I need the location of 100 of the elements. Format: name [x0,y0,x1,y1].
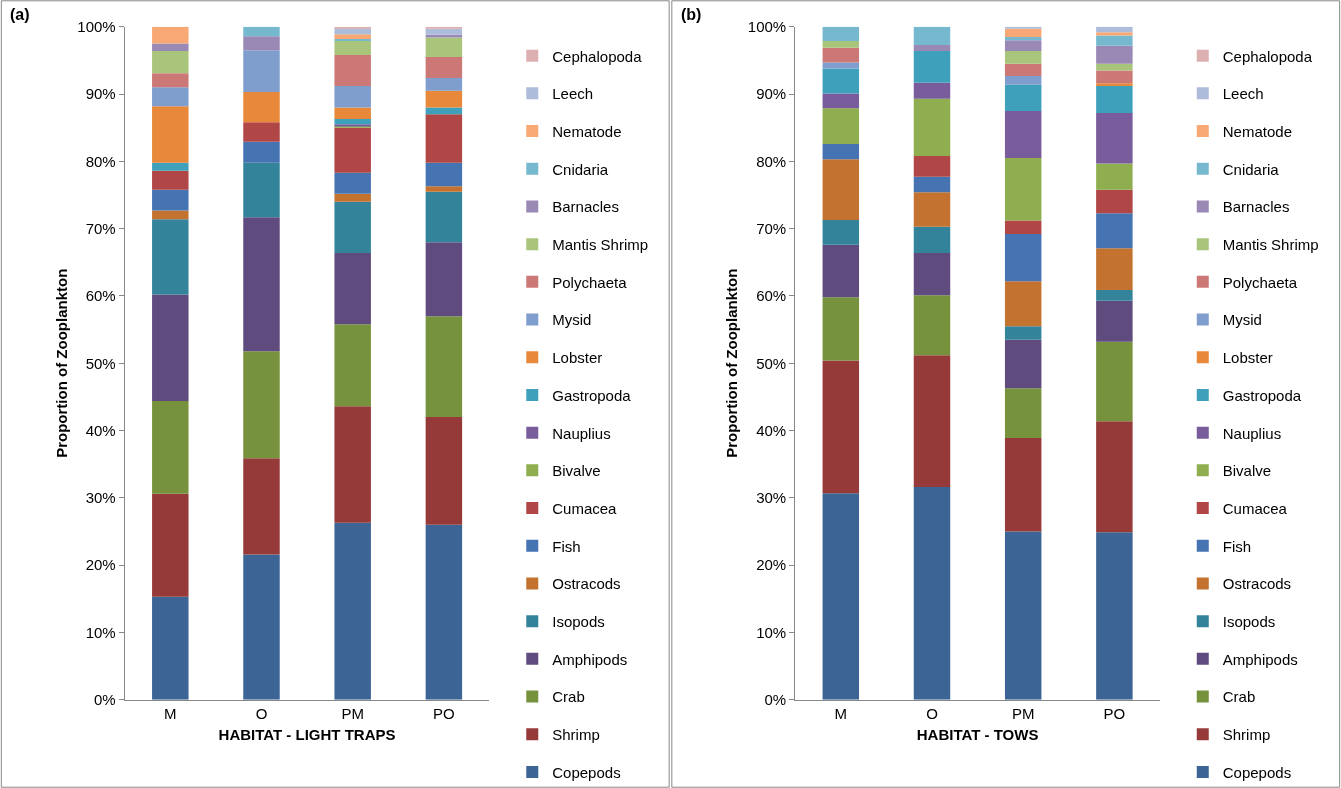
bar [1096,35,1133,46]
bar [1096,86,1133,113]
legend-label: Cnidaria [552,160,609,178]
x-tick-label: PM [1011,704,1035,722]
bar [334,201,371,253]
chart-title: (a) [10,6,30,23]
bar [1096,32,1133,36]
legend-label: Cumacea [1222,499,1288,517]
bar [425,77,463,91]
bar [243,351,280,459]
bar [425,34,463,38]
bar [913,295,951,356]
bar [243,36,280,51]
y-tick-label: 30% [85,489,116,507]
bar [822,244,860,298]
bar [913,252,951,296]
bar [334,172,371,194]
bar [425,191,463,243]
legend-label: Copepods [1222,763,1292,781]
bar [152,596,189,700]
legend-label: Nematode [552,122,622,140]
bar [822,159,860,220]
bar [913,26,951,45]
bar [243,50,280,93]
bar [1004,75,1042,85]
y-tick-label: 30% [756,489,787,507]
y-tick-label: 80% [756,152,787,170]
legend-label: Cephalopoda [552,47,643,65]
bar [152,294,189,401]
bar [425,242,463,317]
y-tick-label: 100% [77,18,116,36]
y-tick-label: 0% [764,690,787,708]
bar [425,37,463,58]
y-tick-label: 10% [85,623,116,641]
bar [1004,26,1042,29]
bar [1096,163,1133,190]
bar [334,107,371,119]
legend-label: Mantis Shrimp [552,236,649,253]
legend-label: Amphipods [1222,650,1298,668]
legend-label: Shrimp [552,726,600,744]
bar [822,143,860,160]
bar [822,40,860,48]
bar [152,400,189,494]
bar [425,57,463,78]
bar [1004,281,1042,327]
bar [152,43,189,52]
bar [334,86,371,108]
bar [425,162,463,187]
bar [1004,531,1042,700]
bar [1004,40,1042,52]
bar [243,92,280,123]
bar [822,47,860,63]
y-tick-label: 100% [747,18,787,36]
legend-label: Ostracods [1222,575,1292,593]
bar [1004,110,1042,159]
legend-label: Leech [1222,85,1264,103]
bar [822,62,860,69]
y-tick-label: 80% [85,152,116,170]
x-axis-title: HABITAT - TOWS [916,725,1039,743]
y-tick-label: 60% [756,287,787,305]
bar [425,26,463,29]
y-tick-label: 40% [756,421,787,439]
bar [1096,189,1133,214]
legend-label: Nauplius [552,424,611,442]
bar [913,176,951,193]
bar [1004,339,1042,389]
legend-label: Bivalve [1222,462,1272,480]
bar [152,73,189,88]
bar [1096,112,1133,164]
bar [1004,388,1042,438]
legend-label: Isopods [552,613,605,630]
y-tick-label: 50% [756,354,787,372]
bar [1096,289,1133,301]
bar [334,38,371,41]
y-tick-label: 0% [94,690,116,708]
legend-label: Barnacles [1222,198,1290,216]
legend-label: Copepods [552,763,621,781]
bar [152,219,189,295]
y-tick-label: 60% [85,287,116,305]
bar [822,493,860,700]
bar [152,106,189,163]
x-tick-label: M [834,704,848,722]
bar [425,28,463,35]
bar [1004,84,1042,111]
legend-label: Nematode [1222,122,1292,140]
bar [1004,51,1042,64]
legend-label: Fish [1222,537,1252,555]
bar [152,493,189,597]
bar [913,98,951,156]
bar [822,68,860,94]
bar [913,226,951,253]
bar [243,217,280,352]
legend-label: Barnacles [552,198,619,216]
bar [1096,341,1133,422]
bar [1004,28,1042,37]
legend-label: Shrimp [1222,726,1271,744]
x-tick-label: O [926,704,938,722]
x-tick-label: O [255,704,268,722]
bar [334,252,371,325]
bar [425,90,463,108]
